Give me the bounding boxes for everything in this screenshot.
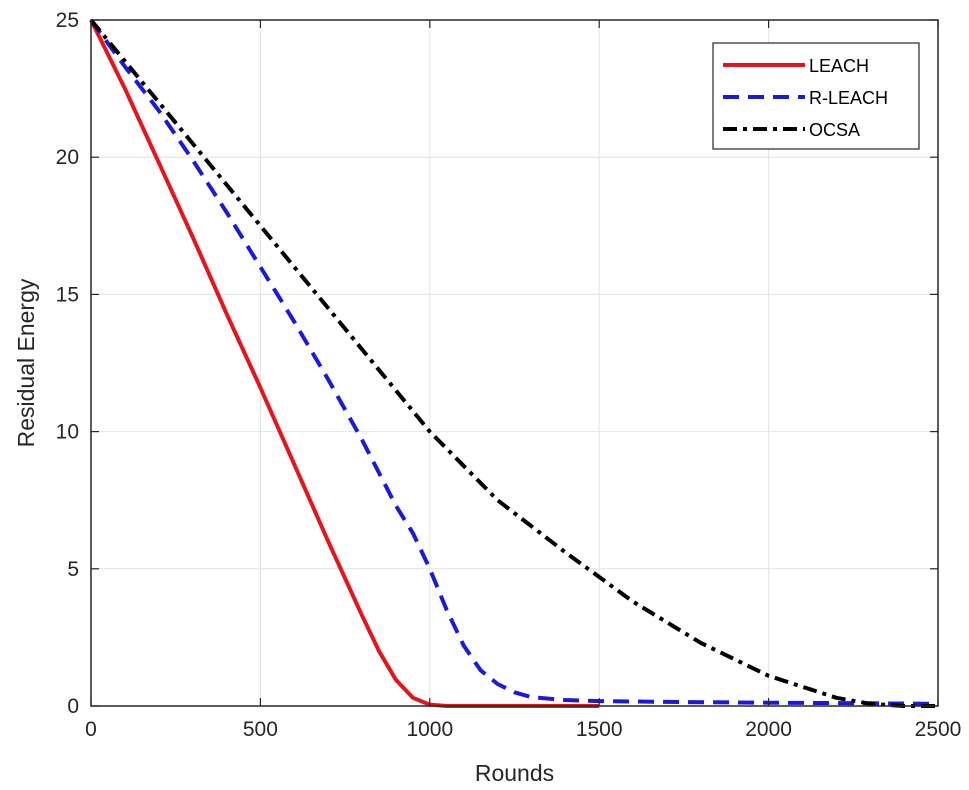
legend: LEACH R-LEACH OCSA xyxy=(713,43,919,149)
y-axis-label: Residual Energy xyxy=(13,278,39,447)
legend-label-ocsa: OCSA xyxy=(809,120,860,140)
x-tick-label: 1000 xyxy=(406,718,453,741)
x-axis-label: Rounds xyxy=(475,760,554,786)
y-tick-label: 0 xyxy=(67,695,79,718)
legend-label-leach: LEACH xyxy=(809,56,869,76)
x-tick-label: 1500 xyxy=(576,718,623,741)
x-tick-label: 2000 xyxy=(745,718,792,741)
y-tick-label: 10 xyxy=(56,421,79,444)
y-tick-label: 20 xyxy=(56,146,79,169)
x-tick-label: 2500 xyxy=(915,718,962,741)
x-tick-label: 0 xyxy=(85,718,97,741)
legend-label-r-leach: R-LEACH xyxy=(809,88,888,108)
y-tick-label: 15 xyxy=(56,283,79,306)
y-tick-label: 25 xyxy=(56,9,79,32)
y-tick-label: 5 xyxy=(67,558,79,581)
x-tick-label: 500 xyxy=(243,718,278,741)
